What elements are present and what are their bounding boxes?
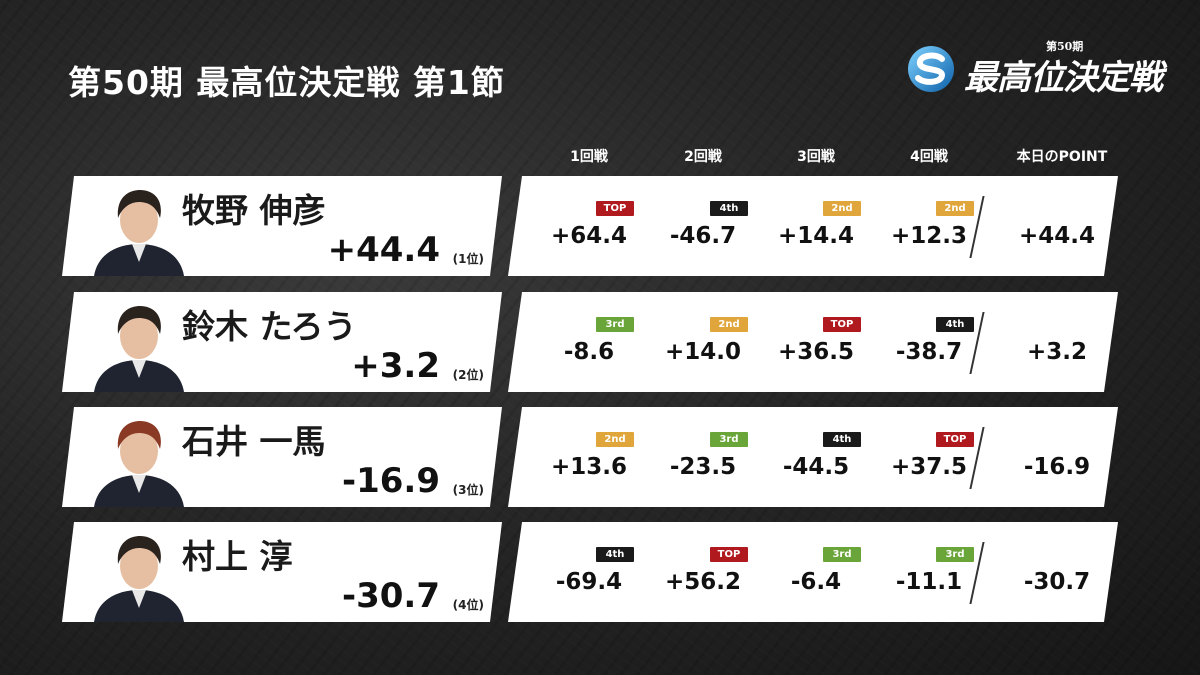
game-score: -6.4 <box>790 569 842 595</box>
day-point: +44.4 <box>1018 223 1096 249</box>
placement-badge: 3rd <box>936 547 974 562</box>
day-point: +3.2 <box>1026 339 1087 365</box>
player-row: 村上 淳 -30.7 (4位) 4th -69.4 TOP +56.2 3rd -6.4 3rd -… <box>0 522 1200 622</box>
score-panel: TOP +64.4 4th -46.7 2nd +14.4 2nd +12.3 +44.4 <box>508 176 1118 276</box>
player-total: -16.9 <box>342 461 440 501</box>
game-score: +37.5 <box>890 454 968 480</box>
game-score: +36.5 <box>777 339 855 365</box>
column-header-game1: 1回戦 <box>570 149 608 165</box>
player-row: 石井 一馬 -16.9 (3位) 2nd +13.6 3rd -23.5 4th -44.5 TO… <box>0 407 1200 507</box>
player-name-panel: 村上 淳 -30.7 (4位) <box>62 522 502 622</box>
game-score: -46.7 <box>669 223 737 249</box>
placement-badge: 4th <box>596 547 634 562</box>
player-name: 村上 淳 <box>182 537 293 576</box>
player-rank: (1位) <box>452 252 484 266</box>
game-score: +14.4 <box>777 223 855 249</box>
placement-badge: 3rd <box>596 317 634 332</box>
player-row: 牧野 伸彦 +44.4 (1位) TOP +64.4 4th -46.7 2nd +14.4 2n… <box>0 176 1200 276</box>
player-name-panel: 鈴木 たろう +3.2 (2位) <box>62 292 502 392</box>
game-score: -38.7 <box>895 339 963 365</box>
day-point: -16.9 <box>1023 454 1091 480</box>
placement-badge: 4th <box>936 317 974 332</box>
game-score: +56.2 <box>664 569 742 595</box>
player-name-panel: 牧野 伸彦 +44.4 (1位) <box>62 176 502 276</box>
placement-badge: 4th <box>823 432 861 447</box>
placement-badge: 2nd <box>710 317 748 332</box>
person-avatar-icon <box>84 409 194 507</box>
game-score: +13.6 <box>550 454 628 480</box>
person-avatar-icon <box>84 294 194 392</box>
player-name: 石井 一馬 <box>182 422 326 461</box>
game-score: -11.1 <box>895 569 963 595</box>
logo-title: 最高位決定戦 <box>964 58 1163 98</box>
column-header-game3: 3回戦 <box>797 149 835 165</box>
player-name: 鈴木 たろう <box>182 307 357 346</box>
game-score: -44.5 <box>782 454 850 480</box>
placement-badge: 3rd <box>710 432 748 447</box>
placement-badge: 4th <box>710 201 748 216</box>
player-name: 牧野 伸彦 <box>182 191 326 230</box>
event-logo: 第50期 最高位決定戦 <box>906 38 1168 98</box>
placement-badge: TOP <box>936 432 974 447</box>
game-score: -23.5 <box>669 454 737 480</box>
logo-s-icon <box>908 46 954 92</box>
player-total: +3.2 <box>351 346 440 386</box>
placement-badge: TOP <box>823 317 861 332</box>
placement-badge: TOP <box>710 547 748 562</box>
score-panel: 3rd -8.6 2nd +14.0 TOP +36.5 4th -38.7 +3.2 <box>508 292 1118 392</box>
placement-badge: 2nd <box>936 201 974 216</box>
game-score: -8.6 <box>563 339 615 365</box>
game-score: +64.4 <box>550 223 628 249</box>
column-header-point: 本日のPOINT <box>1016 149 1108 165</box>
player-total: -30.7 <box>342 576 440 616</box>
placement-badge: TOP <box>596 201 634 216</box>
score-panel: 2nd +13.6 3rd -23.5 4th -44.5 TOP +37.5 -16.9 <box>508 407 1118 507</box>
placement-badge: 2nd <box>596 432 634 447</box>
logo-edition: 第50期 <box>1046 40 1084 53</box>
score-panel: 4th -69.4 TOP +56.2 3rd -6.4 3rd -11.1 -30.7 <box>508 522 1118 622</box>
column-header-game4: 4回戦 <box>910 149 948 165</box>
game-score: -69.4 <box>555 569 623 595</box>
game-score: +14.0 <box>664 339 742 365</box>
placement-badge: 3rd <box>823 547 861 562</box>
player-name-panel: 石井 一馬 -16.9 (3位) <box>62 407 502 507</box>
placement-badge: 2nd <box>823 201 861 216</box>
person-avatar-icon <box>84 178 194 276</box>
player-rank: (2位) <box>452 368 484 382</box>
page-title: 第50期 最高位決定戦 第1節 <box>68 63 505 102</box>
day-point: -30.7 <box>1023 569 1091 595</box>
player-row: 鈴木 たろう +3.2 (2位) 3rd -8.6 2nd +14.0 TOP +36.5 4th… <box>0 292 1200 392</box>
player-total: +44.4 <box>327 230 440 270</box>
person-avatar-icon <box>84 524 194 622</box>
column-header-game2: 2回戦 <box>684 149 722 165</box>
player-rank: (3位) <box>452 483 484 497</box>
game-score: +12.3 <box>890 223 968 249</box>
player-rank: (4位) <box>452 598 484 612</box>
